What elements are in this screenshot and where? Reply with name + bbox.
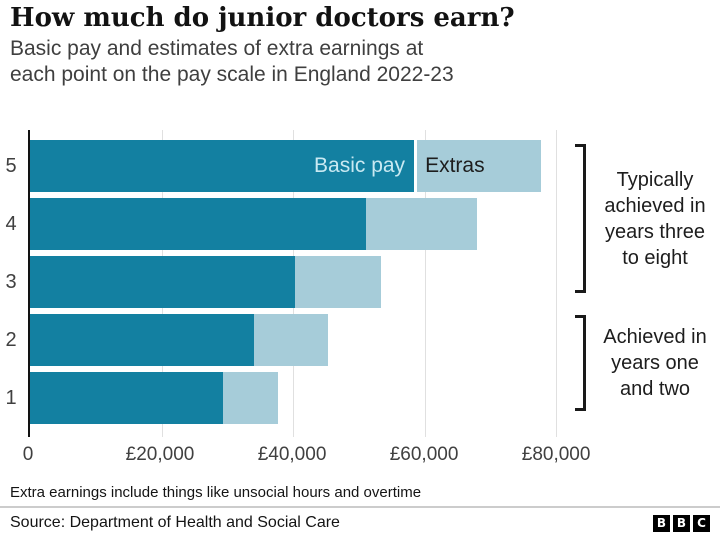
bbc-logo-letter-b2: B [673,514,690,532]
x-axis-labels: 0 £20,000 £40,000 £60,000 £80,000 [23,444,591,468]
x-tick-label: 0 [22,444,34,465]
category-label-5: 5 [5,155,17,177]
extras-bar-point-5: Extras [417,140,541,192]
annotation-line: and two [619,378,691,400]
gridline [424,130,426,437]
extras-bar-point-4 [365,198,478,250]
bar-row-point-2 [30,314,566,366]
bar-row-point-4 [30,198,566,250]
annotation-line: years three [604,221,706,243]
bracket-years-three-to-eight [575,144,586,293]
subtitle-line-1: Basic pay and estimates of extra earning… [10,37,424,60]
x-tick-label: £60,000 [389,444,459,465]
bbc-logo-letter-b1: B [653,514,670,532]
basic-pay-bar-point-4 [30,198,366,250]
bar-row-point-1 [30,372,566,424]
bar-chart: 5 4 3 2 1 Basic pay Extras 0 £20,000 £40,000 £60… [0,130,720,470]
annotation-line: years one [611,352,699,374]
source-bar: Source: Department of Health and Social … [10,513,710,533]
bracket-years-one-and-two [575,315,586,411]
annotation-line: Achieved in [603,326,707,348]
plot-area: Basic pay Extras [28,130,566,437]
bbc-logo-letter-c: C [693,514,710,532]
legend-extras: Extras [425,154,485,177]
annotation-line: achieved in [604,195,706,217]
bars-container: Basic pay Extras [30,140,566,430]
category-label-1: 1 [5,387,17,409]
annotation-years-three-to-eight: Typically achieved in years three to eig… [592,167,718,271]
extras-bar-point-2 [253,314,328,366]
extras-bar-point-3 [294,256,381,308]
legend-basic-pay: Basic pay [314,154,406,177]
basic-pay-bar-point-5: Basic pay [30,140,415,192]
category-label-2: 2 [5,329,17,351]
basic-pay-bar-point-1 [30,372,224,424]
page-title: How much do junior doctors earn? [10,3,515,33]
annotation-line: to eight [622,247,688,269]
x-tick-label: £40,000 [257,444,327,465]
bar-row-point-3 [30,256,566,308]
chart-subtitle: Basic pay and estimates of extra earning… [10,36,454,88]
y-axis-labels: 5 4 3 2 1 [0,130,24,437]
subtitle-line-2: each point on the pay scale in England 2… [10,63,454,86]
basic-pay-bar-point-3 [30,256,295,308]
divider-line [0,506,720,508]
extras-bar-point-1 [223,372,279,424]
basic-pay-bar-point-2 [30,314,254,366]
x-tick-label: £20,000 [125,444,195,465]
category-label-4: 4 [5,213,17,235]
x-tick-label: £80,000 [521,444,591,465]
source-text: Source: Department of Health and Social … [10,514,340,531]
gridline [556,130,558,437]
bar-row-point-5: Basic pay Extras [30,140,566,192]
annotation-line: Typically [616,169,694,191]
bbc-logo: B B C [653,514,710,532]
category-label-3: 3 [5,271,17,293]
footnote: Extra earnings include things like unsoc… [10,484,422,501]
annotation-years-one-and-two: Achieved in years one and two [592,324,718,402]
